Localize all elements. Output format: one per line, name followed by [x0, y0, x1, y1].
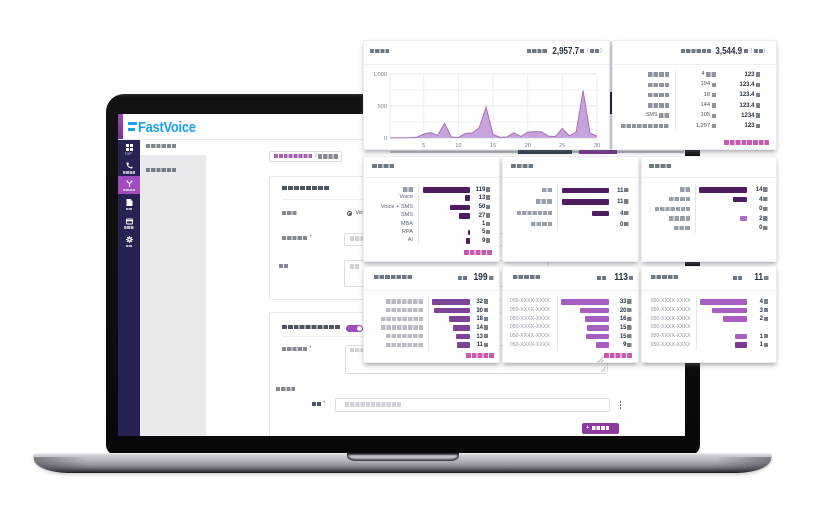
svg-text:25: 25: [559, 143, 565, 149]
svg-text:5: 5: [422, 143, 425, 149]
svg-text:1,000: 1,000: [373, 72, 387, 78]
svg-text:10: 10: [455, 143, 461, 149]
svg-text:15: 15: [490, 143, 496, 149]
svg-text:20: 20: [525, 143, 531, 149]
svg-text:500: 500: [378, 104, 387, 110]
svg-text:30: 30: [594, 143, 600, 149]
svg-text:0: 0: [384, 136, 387, 142]
